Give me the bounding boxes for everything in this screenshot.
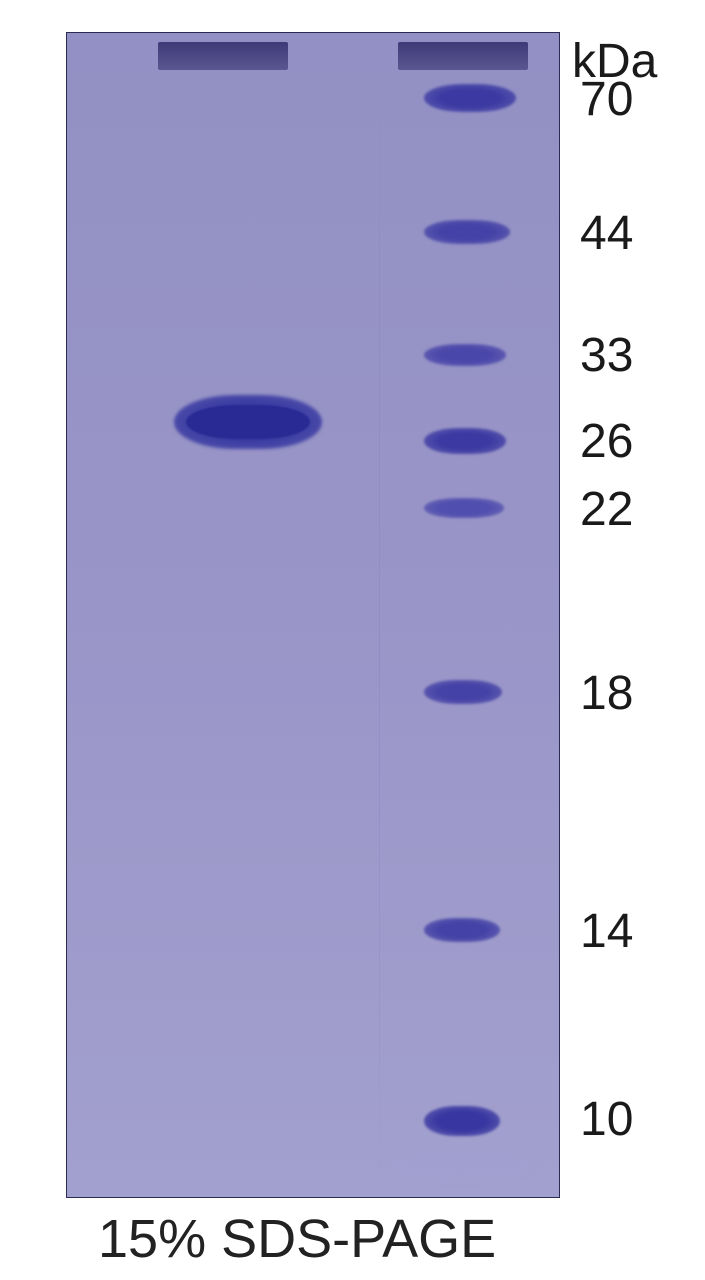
marker-band bbox=[424, 84, 516, 112]
lane-divider bbox=[379, 33, 380, 1197]
marker-band bbox=[424, 680, 502, 704]
mw-label: 10 bbox=[580, 1092, 633, 1147]
marker-band bbox=[424, 1106, 500, 1136]
marker-band bbox=[424, 498, 504, 518]
sample-protein-band-core bbox=[186, 405, 310, 439]
marker-band bbox=[424, 428, 506, 454]
loading-well bbox=[398, 42, 528, 70]
mw-label: 22 bbox=[580, 482, 633, 537]
mw-label: 70 bbox=[580, 72, 633, 127]
gel-background bbox=[67, 33, 559, 1197]
loading-well bbox=[158, 42, 288, 70]
mw-label: 44 bbox=[580, 206, 633, 261]
marker-band bbox=[424, 344, 506, 366]
mw-label: 26 bbox=[580, 414, 633, 469]
gel-area bbox=[66, 32, 560, 1198]
mw-label: 33 bbox=[580, 328, 633, 383]
marker-band bbox=[424, 220, 510, 244]
mw-label: 18 bbox=[580, 666, 633, 721]
mw-label: 14 bbox=[580, 904, 633, 959]
gel-figure: kDa 7044332622181410 15% SDS-PAGE bbox=[0, 0, 705, 1280]
marker-band bbox=[424, 918, 500, 942]
dye-front bbox=[380, 1150, 540, 1182]
gel-caption: 15% SDS-PAGE bbox=[98, 1208, 496, 1270]
